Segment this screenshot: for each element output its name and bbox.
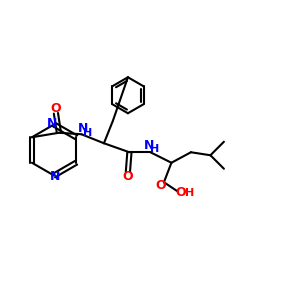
Text: N: N (50, 170, 61, 184)
Text: O: O (123, 170, 133, 183)
Text: N: N (47, 116, 58, 130)
Text: N: N (78, 122, 88, 135)
Text: O: O (175, 186, 186, 199)
Text: O: O (155, 179, 166, 192)
Text: N: N (144, 139, 154, 152)
Text: H: H (83, 128, 93, 138)
Text: H: H (150, 144, 159, 154)
Text: O: O (51, 102, 61, 115)
Text: H: H (185, 188, 195, 198)
